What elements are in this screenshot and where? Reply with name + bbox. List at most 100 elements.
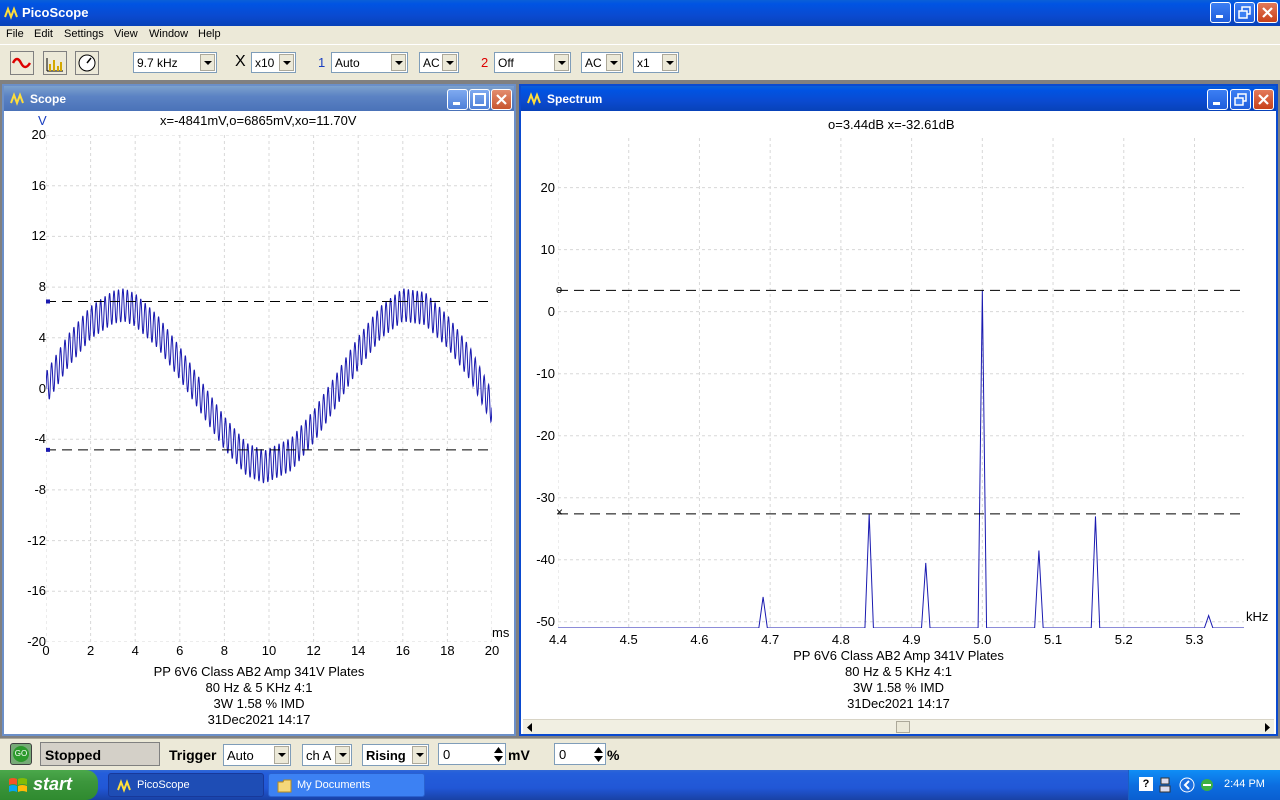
spinner-icon[interactable] <box>494 746 503 763</box>
scope-plot[interactable] <box>46 135 492 642</box>
minimize-button[interactable] <box>1210 2 1231 23</box>
scope-close-button[interactable] <box>491 89 512 110</box>
scroll-right-icon[interactable] <box>1263 723 1271 732</box>
trigger-edge-select[interactable]: Rising <box>362 744 429 766</box>
scope-title-bar: Scope <box>4 86 514 111</box>
start-button[interactable]: start <box>0 770 98 800</box>
chevron-left-icon[interactable] <box>1179 777 1195 793</box>
picoscope-icon <box>4 6 18 20</box>
scope-trace-channel-a <box>46 288 492 484</box>
spectrum-plot[interactable] <box>558 138 1244 628</box>
go-icon: GO <box>13 746 29 762</box>
spectrum-y-tick-label: -10 <box>536 365 555 381</box>
spectrum-window[interactable]: Spectrum o=3.44dB x=-32.61dB 20 10 0 -10 -20… <box>519 84 1278 736</box>
spectrum-hscrollbar[interactable] <box>523 719 1274 734</box>
channel-2-label: 2 <box>481 55 489 70</box>
status-panel: Stopped <box>40 742 160 766</box>
trigger-channel-select[interactable]: ch A <box>302 744 352 766</box>
spectrum-close-button[interactable] <box>1253 89 1274 110</box>
scope-y-tick-label: -12 <box>27 532 46 548</box>
spectrum-y-tick-label: 0 <box>547 303 555 319</box>
spectrum-x-tick-label: 5.2 <box>1114 632 1133 647</box>
spectrum-title-bar: Spectrum <box>521 86 1276 111</box>
trigger-mode-select[interactable]: Auto <box>223 744 291 766</box>
close-button[interactable] <box>1257 2 1278 23</box>
spectrum-y-tick-label: -30 <box>536 489 555 505</box>
scope-x-tick-label: 6 <box>176 643 184 658</box>
scope-window[interactable]: Scope V x=-4841mV,o=6865mV,xo=11.70V 20 1… <box>2 84 516 736</box>
scope-minimize-button[interactable] <box>447 89 468 110</box>
chevron-down-icon <box>412 746 427 764</box>
ch1-coupling-select[interactable]: AC <box>419 52 459 73</box>
taskbar-item-my-documents[interactable]: My Documents <box>268 773 425 797</box>
channel-1-label: 1 <box>318 55 326 70</box>
scroll-left-icon[interactable] <box>526 723 534 732</box>
scope-y-tick-label: -16 <box>27 583 46 599</box>
scope-cursor-x-handle <box>46 447 50 452</box>
spectrum-title: Spectrum <box>547 92 603 106</box>
scope-caption-line-4: 31Dec2021 14:17 <box>207 712 311 727</box>
scope-y-tick-label: 16 <box>31 177 46 193</box>
scope-y-tick-label: -8 <box>34 481 46 497</box>
taskbar-item-picoscope[interactable]: PicoScope <box>108 773 264 797</box>
trigger-level-input[interactable]: 0 <box>438 743 506 765</box>
timebase-select[interactable]: 9.7 kHz <box>133 52 217 73</box>
spectrum-y-tick-label: 10 <box>540 241 555 257</box>
spectrum-caption-line-3: 3W 1.58 % IMD <box>852 680 945 695</box>
spectrum-caption-line-4: 31Dec2021 14:17 <box>847 696 950 711</box>
spinner-icon[interactable] <box>594 746 603 763</box>
menu-settings[interactable]: Settings <box>64 28 104 40</box>
chevron-down-icon <box>662 54 677 71</box>
menu-help[interactable]: Help <box>198 28 221 40</box>
clock: 2:44 PM <box>1224 778 1265 790</box>
multiplier-select[interactable]: x10 <box>251 52 296 73</box>
help-icon[interactable]: ? <box>1139 777 1153 791</box>
scope-x-tick-label: 12 <box>306 643 321 658</box>
spectrum-x-tick-label: 5.1 <box>1044 632 1063 647</box>
spectrum-y-tick-label: -20 <box>536 427 555 443</box>
scope-x-tick-label: 18 <box>440 643 455 658</box>
scope-title: Scope <box>30 92 67 106</box>
spectrum-x-tick-label: 4.6 <box>690 632 709 647</box>
chevron-down-icon <box>200 54 215 71</box>
spectrum-x-tick-label: 4.8 <box>831 632 850 647</box>
chevron-down-icon <box>442 54 457 71</box>
go-button[interactable]: GO <box>10 743 32 765</box>
ch2-coupling-select[interactable]: AC <box>581 52 623 73</box>
spectrum-view-icon[interactable] <box>43 51 67 75</box>
picoscope-icon <box>10 92 24 106</box>
scope-y-unit: V <box>38 113 47 128</box>
chevron-down-icon <box>391 54 406 71</box>
network-icon[interactable] <box>1159 777 1171 793</box>
scope-x-tick-label: 4 <box>131 643 139 658</box>
ch1-range-select[interactable]: Auto <box>331 52 408 73</box>
taskbar: start PicoScope My Documents ? 2:44 PM <box>0 770 1280 800</box>
scope-caption-line-1: PP 6V6 Class AB2 Amp 341V Plates <box>153 664 365 679</box>
spectrum-minimize-button[interactable] <box>1207 89 1228 110</box>
ch2-range-select[interactable]: Off <box>494 52 571 73</box>
menu-file[interactable]: File <box>6 28 24 40</box>
spectrum-x-tick-label: 4.7 <box>761 632 780 647</box>
menu-window[interactable]: Window <box>149 28 189 40</box>
spectrum-caption-line-2: 80 Hz & 5 KHz 4:1 <box>845 664 952 679</box>
scope-x-tick-label: 8 <box>220 643 228 658</box>
spectrum-x-tick-label: 4.9 <box>902 632 921 647</box>
system-tray: ? 2:44 PM <box>1128 770 1280 800</box>
trigger-delay-input[interactable]: 0 <box>554 743 606 765</box>
scrollbar-thumb[interactable] <box>896 721 910 733</box>
trigger-label: Trigger <box>169 747 217 763</box>
scope-y-tick-label: 0 <box>38 380 46 396</box>
meter-view-icon[interactable] <box>75 51 99 75</box>
menu-edit[interactable]: Edit <box>34 28 53 40</box>
ch2-mult-select[interactable]: x1 <box>633 52 679 73</box>
chevron-down-icon <box>606 54 621 71</box>
app-title-bar: PicoScope <box>0 0 1280 26</box>
menu-view[interactable]: View <box>114 28 138 40</box>
scope-maximize-button[interactable] <box>469 89 490 110</box>
safely-remove-icon[interactable] <box>1199 777 1215 793</box>
chevron-down-icon <box>335 746 350 764</box>
scope-view-icon[interactable] <box>10 51 34 75</box>
restore-button[interactable] <box>1234 2 1255 23</box>
start-label: start <box>33 774 73 794</box>
spectrum-restore-button[interactable] <box>1230 89 1251 110</box>
